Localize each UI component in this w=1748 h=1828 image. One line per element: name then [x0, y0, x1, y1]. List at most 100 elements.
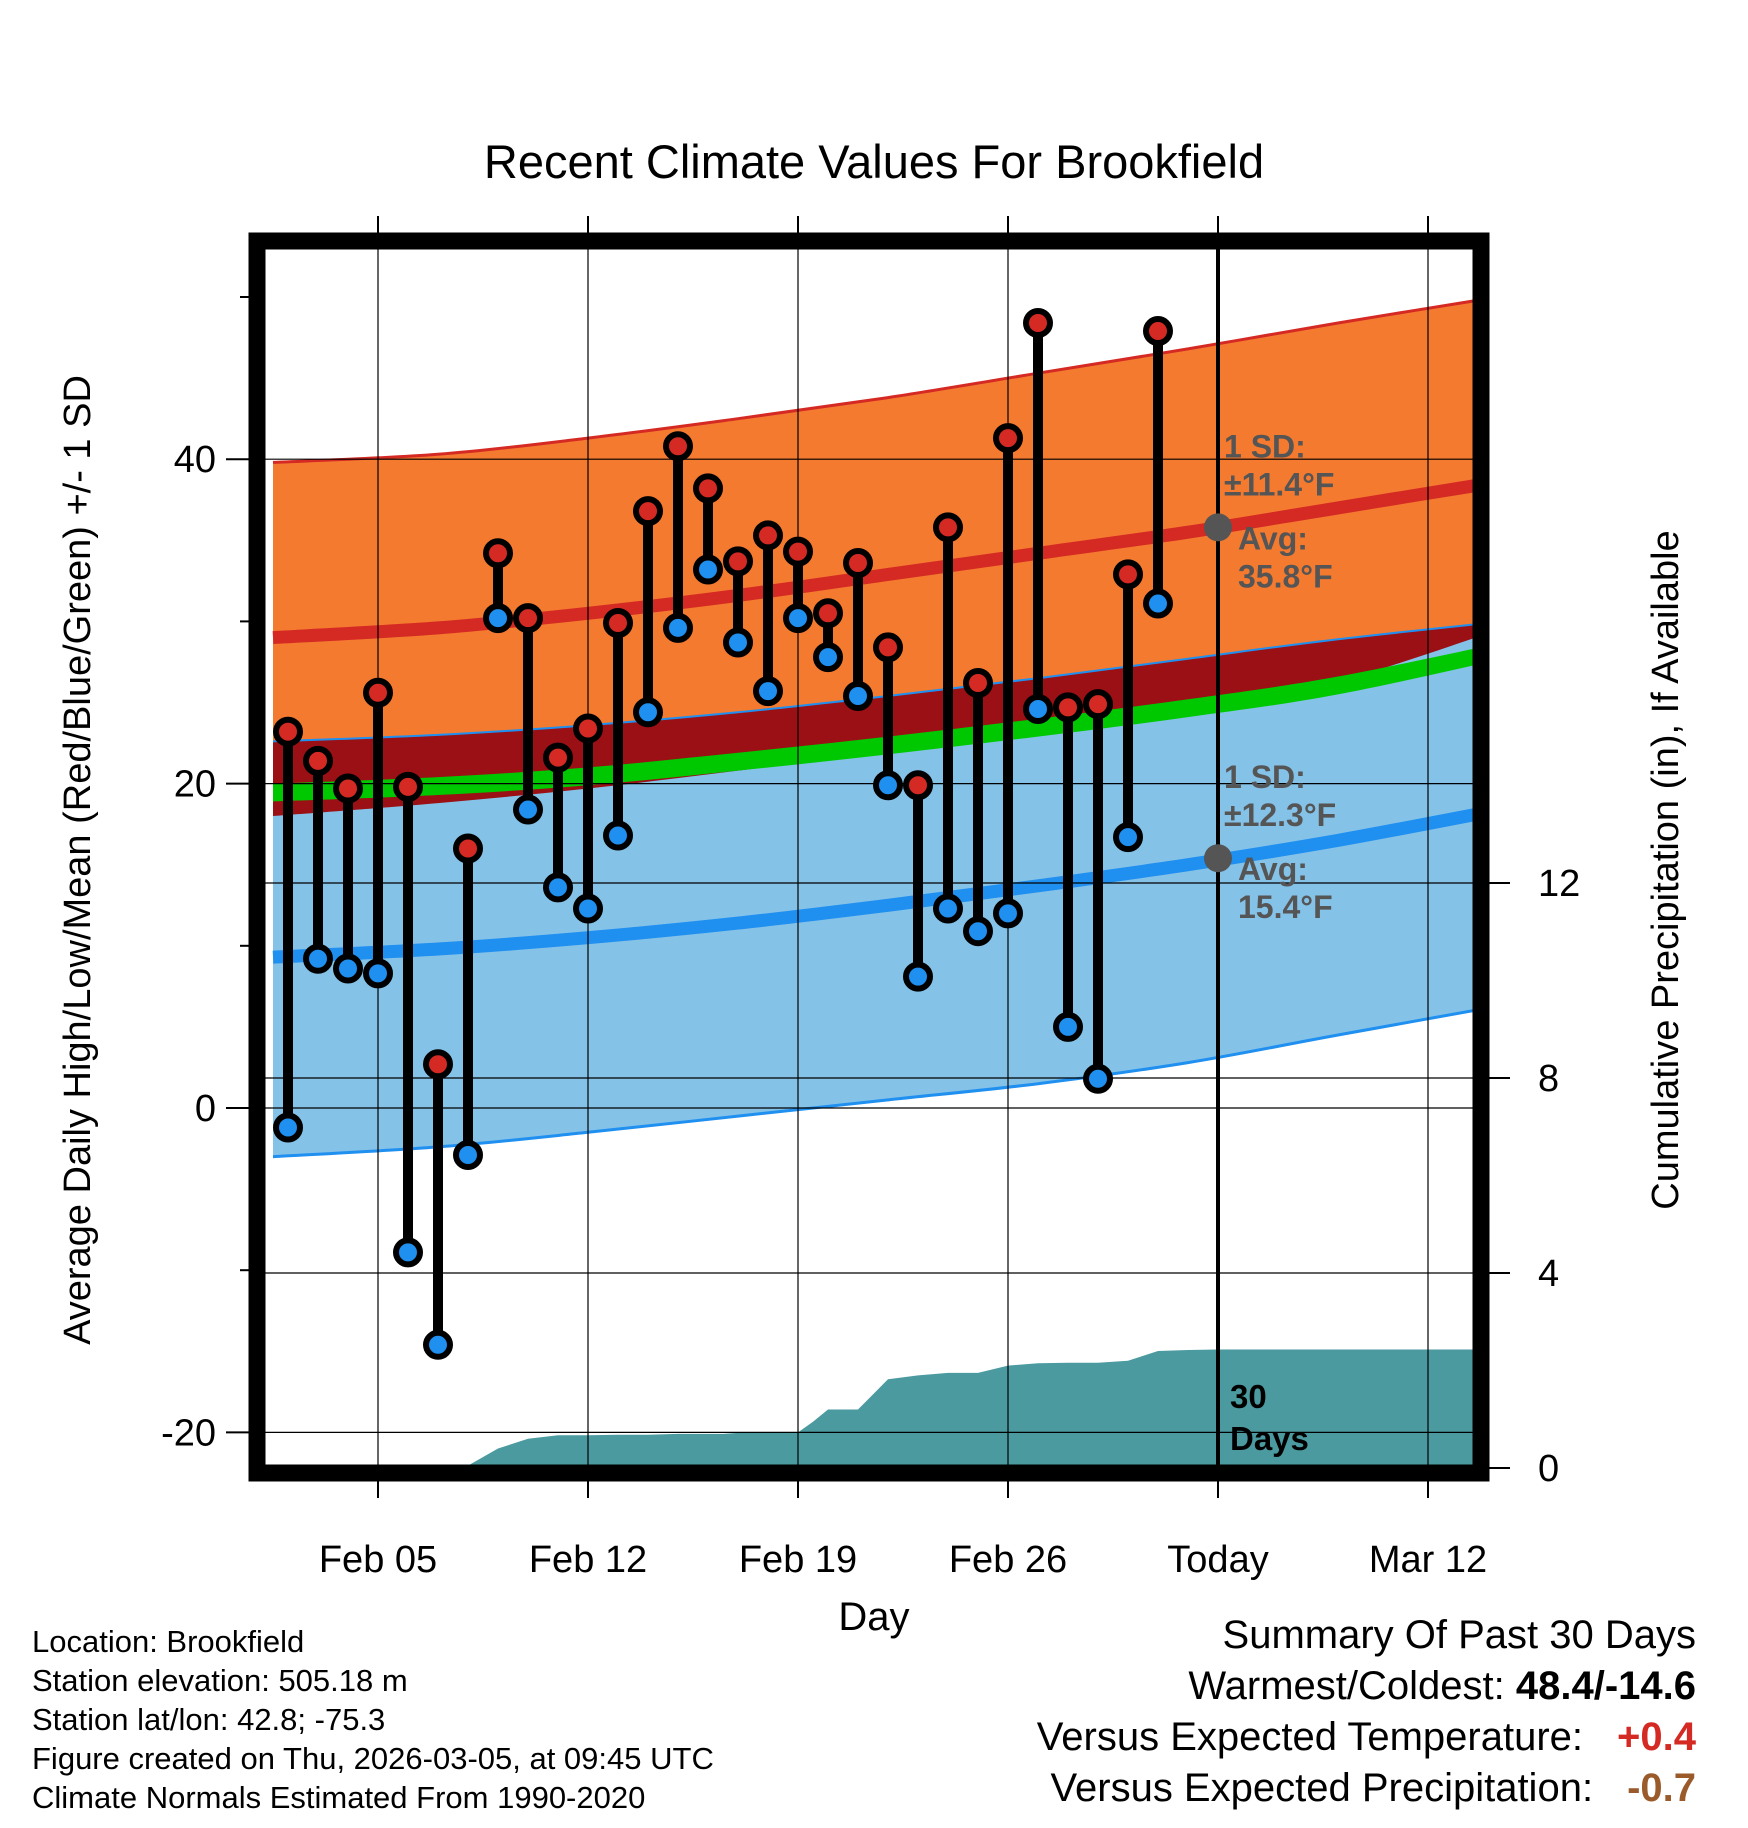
- observed-high-point: [393, 771, 423, 802]
- precip-label-days: Days: [1230, 1420, 1309, 1457]
- precip-label: Versus Expected Precipitation:: [1050, 1766, 1594, 1810]
- observed-low-point: [303, 943, 333, 974]
- low-sd-value: ±12.3°F: [1224, 797, 1336, 833]
- observed-low-point: [1113, 822, 1143, 853]
- observed-high-point: [603, 608, 633, 639]
- observed-high-point: [1143, 316, 1173, 347]
- station-location: Location: Brookfield: [32, 1624, 305, 1659]
- y-tick-label: 0: [195, 1088, 216, 1130]
- observed-high-point: [303, 745, 333, 776]
- observed-high-point: [1023, 307, 1053, 338]
- observed-low-point: [843, 681, 873, 712]
- summary-precip: Versus Expected Precipitation: -0.7: [1037, 1763, 1696, 1814]
- observed-low-point: [633, 697, 663, 728]
- observed-low-point: [333, 953, 363, 984]
- plot-frame: [248, 232, 1490, 1482]
- observed-low-point: [483, 603, 513, 634]
- observed-low-point: [813, 642, 843, 673]
- observed-high-point: [543, 742, 573, 773]
- x-tick-label: Feb 26: [949, 1539, 1067, 1581]
- observed-high-point: [873, 632, 903, 663]
- y2-tick-label: 4: [1538, 1253, 1559, 1295]
- low-sd-label: 1 SD:: [1224, 759, 1306, 795]
- temp-value: +0.4: [1617, 1715, 1696, 1759]
- observed-low-point: [453, 1140, 483, 1171]
- x-tick-label: Feb 12: [529, 1539, 647, 1581]
- observed-low-point: [993, 898, 1023, 929]
- observed-low-point: [1053, 1011, 1083, 1042]
- high-sd-label: 1 SD:: [1224, 428, 1306, 464]
- low-avg-value: 15.4°F: [1238, 889, 1333, 925]
- x-tick-label: Today: [1167, 1539, 1268, 1581]
- high-avg-label: Avg:: [1238, 520, 1308, 556]
- observed-low-point: [513, 794, 543, 825]
- high-avg-value: 35.8°F: [1238, 558, 1333, 594]
- observed-low-point: [273, 1112, 303, 1143]
- observed-high-point: [693, 473, 723, 504]
- summary-panel: Summary Of Past 30 Days Warmest/Coldest:…: [1037, 1610, 1696, 1814]
- precip-label-count: 30: [1230, 1378, 1267, 1415]
- observed-high-point: [963, 668, 993, 699]
- observed-low-point: [933, 893, 963, 924]
- observed-high-point: [453, 833, 483, 864]
- warm-cold-value: 48.4/-14.6: [1515, 1664, 1696, 1708]
- figure-created: Figure created on Thu, 2026-03-05, at 09…: [32, 1741, 714, 1776]
- summary-title: Summary Of Past 30 Days: [1222, 1613, 1696, 1657]
- observed-low-point: [753, 676, 783, 707]
- observed-low-point: [783, 603, 813, 634]
- observed-high-point: [723, 546, 753, 577]
- observed-high-point: [1113, 559, 1143, 590]
- observed-high-point: [1053, 692, 1083, 723]
- observed-low-point: [363, 958, 393, 989]
- observed-low-point: [693, 554, 723, 585]
- observed-high-point: [783, 536, 813, 567]
- observed-high-point: [573, 713, 603, 744]
- observed-low-point: [603, 820, 633, 851]
- x-axis-label: Day: [838, 1595, 909, 1639]
- observed-high-point: [333, 773, 363, 804]
- observed-low-point: [663, 612, 693, 643]
- overlap-band: [273, 624, 1476, 816]
- observed-high-point: [633, 496, 663, 527]
- y-tick-label: 40: [174, 439, 216, 481]
- observed-high-point: [753, 520, 783, 551]
- observed-high-point: [1083, 689, 1113, 720]
- high-upper-edge: [272, 299, 1476, 464]
- observed-low-point: [903, 961, 933, 992]
- plot-inner: [262, 246, 1476, 1468]
- summary-temp: Versus Expected Temperature: +0.4: [1037, 1712, 1696, 1763]
- observed-low-point: [423, 1329, 453, 1360]
- observed-high-point: [903, 770, 933, 801]
- y2-tick-label: 0: [1538, 1448, 1559, 1490]
- observed-high-point: [813, 598, 843, 629]
- chart-title: Recent Climate Values For Brookfield: [484, 135, 1264, 188]
- observed-low-point: [1083, 1063, 1113, 1094]
- low-average-line: [272, 807, 1476, 964]
- observed-low-point: [1023, 693, 1053, 724]
- observed-high-point: [933, 512, 963, 543]
- observed-low-point: [1143, 588, 1173, 619]
- summary-warm-cold: Warmest/Coldest: 48.4/-14.6: [1037, 1661, 1696, 1712]
- observed-low-point: [963, 916, 993, 947]
- observed-high-point: [273, 716, 303, 747]
- observed-high-point: [663, 431, 693, 462]
- observed-high-point: [843, 548, 873, 579]
- high-sd-value: ±11.4°F: [1224, 466, 1334, 502]
- today-low-average-dot: [1204, 844, 1232, 873]
- observed-high-point: [513, 603, 543, 634]
- warm-cold-label: Warmest/Coldest:: [1188, 1664, 1505, 1708]
- y2-tick-label: 8: [1538, 1058, 1559, 1100]
- observed-low-point: [543, 872, 573, 903]
- x-tick-label: Feb 19: [739, 1539, 857, 1581]
- precip-value: -0.7: [1627, 1766, 1696, 1810]
- climate-normals-note: Climate Normals Estimated From 1990-2020: [32, 1780, 646, 1815]
- station-latlon: Station lat/lon: 42.8; -75.3: [32, 1702, 386, 1737]
- y2-tick-label: 12: [1538, 863, 1580, 905]
- observed-high-point: [483, 538, 513, 569]
- observed-low-point: [873, 770, 903, 801]
- temp-label: Versus Expected Temperature:: [1036, 1715, 1584, 1759]
- y-tick-label: -20: [161, 1412, 216, 1454]
- y-axis-label: Average Daily High/Low/Mean (Red/Blue/Gr…: [57, 375, 99, 1345]
